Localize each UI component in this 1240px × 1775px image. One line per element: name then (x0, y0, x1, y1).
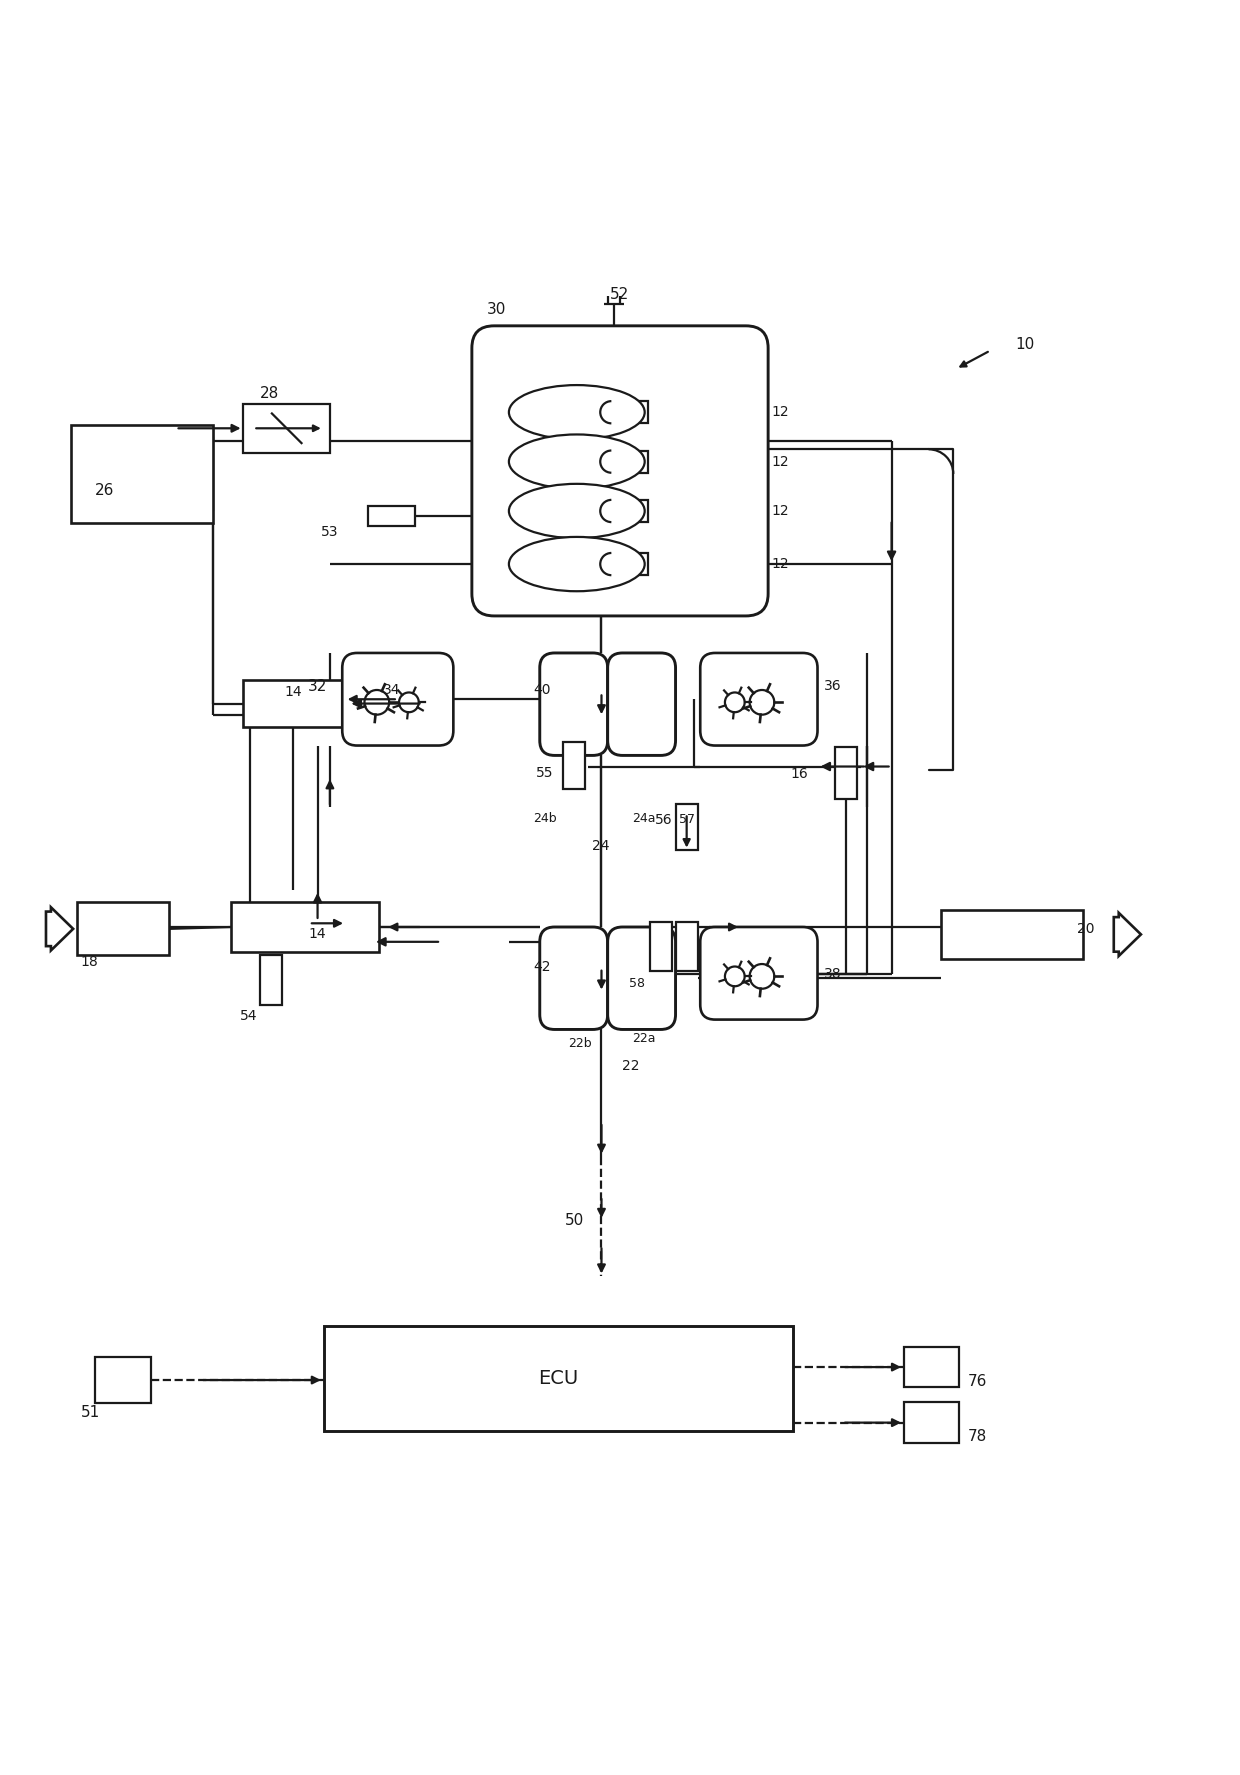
Bar (611, 451, 649, 472)
Text: 32: 32 (308, 678, 327, 694)
FancyBboxPatch shape (701, 927, 817, 1019)
Text: 26: 26 (95, 483, 115, 497)
Text: 40: 40 (533, 683, 551, 698)
Bar (611, 401, 649, 424)
Text: 16: 16 (790, 767, 808, 781)
Ellipse shape (508, 485, 645, 538)
Ellipse shape (508, 385, 645, 440)
Text: 24b: 24b (533, 811, 557, 825)
Circle shape (725, 692, 745, 712)
Text: 22b: 22b (568, 1037, 591, 1049)
Text: 12: 12 (771, 454, 790, 469)
Circle shape (750, 964, 774, 989)
Bar (676, 921, 698, 971)
Text: 57: 57 (680, 813, 696, 825)
Text: 78: 78 (968, 1429, 987, 1445)
Bar (243, 403, 330, 453)
Bar (563, 742, 585, 788)
Text: 51: 51 (81, 1404, 99, 1420)
Text: 12: 12 (771, 504, 790, 518)
FancyBboxPatch shape (472, 327, 768, 616)
FancyBboxPatch shape (701, 653, 817, 746)
Text: 10: 10 (1016, 337, 1034, 351)
Text: 42: 42 (533, 960, 551, 973)
Bar (611, 501, 649, 522)
Text: 54: 54 (239, 1008, 257, 1022)
Circle shape (725, 967, 745, 987)
Text: 36: 36 (823, 680, 841, 694)
Bar (650, 921, 672, 971)
Bar (259, 955, 281, 1005)
Text: 24a: 24a (632, 811, 656, 825)
Text: 58: 58 (629, 978, 645, 990)
Bar (904, 1402, 960, 1443)
Bar (77, 902, 170, 955)
Text: 22a: 22a (632, 1031, 656, 1045)
Bar (324, 1326, 792, 1431)
Text: 28: 28 (259, 387, 279, 401)
Text: 30: 30 (486, 302, 506, 318)
FancyBboxPatch shape (539, 927, 608, 1030)
Bar (368, 506, 415, 525)
FancyArrow shape (46, 907, 73, 950)
FancyArrow shape (1114, 912, 1141, 957)
FancyBboxPatch shape (539, 653, 608, 756)
Ellipse shape (508, 435, 645, 488)
Text: 14: 14 (309, 927, 326, 941)
Text: 56: 56 (655, 813, 672, 827)
Bar (676, 804, 698, 850)
Ellipse shape (508, 536, 645, 591)
Text: 34: 34 (383, 683, 401, 698)
Text: 20: 20 (1076, 923, 1094, 937)
FancyBboxPatch shape (608, 927, 676, 1030)
Text: 18: 18 (81, 955, 98, 969)
Text: 38: 38 (823, 967, 841, 982)
Bar (941, 911, 1083, 959)
Text: 24: 24 (591, 838, 609, 852)
Text: 52: 52 (610, 288, 630, 302)
Circle shape (365, 690, 389, 715)
Text: 12: 12 (771, 405, 790, 419)
Text: 55: 55 (536, 765, 553, 779)
Bar (904, 1347, 960, 1388)
Text: 12: 12 (771, 557, 790, 572)
Text: 50: 50 (564, 1214, 584, 1228)
Text: 76: 76 (968, 1374, 987, 1388)
Text: 14: 14 (284, 685, 301, 699)
Bar (835, 747, 857, 799)
Bar (231, 902, 379, 951)
Text: 22: 22 (622, 1060, 640, 1074)
Bar (243, 680, 342, 728)
FancyBboxPatch shape (342, 653, 454, 746)
Bar (611, 554, 649, 575)
Text: ECU: ECU (538, 1369, 578, 1388)
Circle shape (399, 692, 419, 712)
Circle shape (750, 690, 774, 715)
Bar (95, 1356, 151, 1404)
FancyBboxPatch shape (608, 653, 676, 756)
Bar (71, 424, 212, 524)
Text: 53: 53 (321, 525, 339, 540)
